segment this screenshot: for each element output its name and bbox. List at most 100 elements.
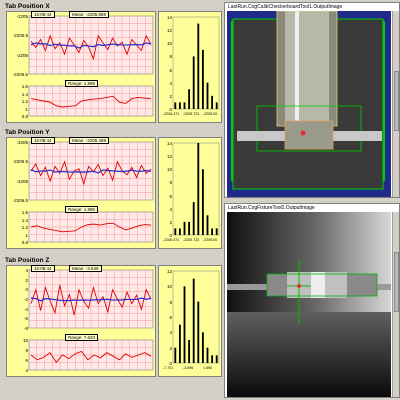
histogram-y-tick-label: 12 (166, 28, 172, 34)
trend-y-tick-label: 4 (25, 268, 28, 273)
histogram-bar (183, 286, 186, 363)
timestamp-label: 16:08:44 (31, 11, 55, 18)
histogram-x-tick-label: -2206.471 (163, 112, 180, 116)
histogram-y-tick-label: 0 (169, 233, 172, 238)
trend-y-tick-label: -6 (23, 316, 28, 322)
trend-chart-panel: -2205 -2205.5 -2206 -2206.5 1.6 1.4 1.2 1 0.8 16:… (6, 11, 156, 123)
trend-y-tick-label: -2 (23, 297, 28, 302)
range-y-tick-label: 1 (25, 106, 28, 112)
histogram-y-tick-label: 10 (166, 284, 172, 290)
range-series-line (30, 222, 152, 233)
histogram-plot-area (172, 270, 220, 364)
range-label: Range: 1.895 (65, 206, 99, 213)
trend-y-tick-label: -2206 (16, 178, 28, 184)
moving-average-line (30, 297, 152, 302)
vertical-scrollbar[interactable] (392, 212, 399, 397)
range-y-tick-label: 1.2 (21, 99, 28, 104)
trend-y-tick-label: -2206.5 (12, 72, 28, 77)
trend-y-tick-label: 0 (25, 287, 28, 293)
measurement-series-line (30, 285, 152, 316)
histogram-svg (172, 270, 220, 364)
histogram-bar (201, 49, 204, 109)
measurement-series-line (30, 34, 152, 61)
range-y-tick-label: 1.4 (21, 217, 28, 223)
histogram-x-tick-label: -7.701 (163, 366, 174, 370)
histogram-bar (192, 56, 195, 109)
fixture-image-window[interactable]: LastRun.CogFixtureTool2.OutputImage (224, 203, 400, 398)
histogram-y-tick-label: 2 (169, 93, 172, 99)
histogram-y-tick-label: 2 (169, 345, 172, 351)
measurement-series-line (30, 160, 152, 186)
histogram-x-tick-label: -2206.471 (163, 238, 180, 242)
histogram-y-tick-label: 6 (169, 193, 172, 199)
histogram-bar (211, 355, 214, 363)
range-y-tick-label: 1 (25, 232, 28, 238)
histogram-bar (215, 355, 218, 363)
histogram-bar (201, 169, 204, 235)
histogram-bar (183, 102, 186, 109)
histogram-svg (172, 142, 220, 236)
mean-label: Mean: -2205.489 (69, 137, 110, 144)
vertical-scrollbar[interactable] (392, 11, 399, 197)
mean-label: Mean: -2205.859 (69, 11, 110, 18)
fixture-image-view[interactable] (227, 212, 391, 397)
histogram-y-tick-label: 12 (166, 269, 172, 274)
image-window-title: LastRun.CogCalibCheckerboardTool1.Output… (228, 4, 343, 10)
tab-position-z-group: Tab Position Z 4 2 0 -2 -4 -6 -8 10 8 6 4 16:08:44 M… (2, 256, 222, 377)
trend-chart-panel: -2205 -2205.5 -2206 -2206.5 1.6 1.4 1.2 1 0.8 16:… (6, 137, 156, 249)
range-y-tick-label: 6 (25, 358, 28, 363)
trend-chart-svg (28, 141, 154, 243)
trend-y-tick-label: 2 (25, 277, 28, 283)
histogram-y-tick-label: 6 (169, 315, 172, 320)
histogram-bar (206, 82, 209, 109)
image-window-title: LastRun.CogFixtureTool2.OutputImage (228, 205, 315, 211)
histogram-bar (206, 347, 209, 363)
scrollbar-thumb[interactable] (394, 252, 399, 312)
histogram-y-tick-label: 0 (169, 361, 172, 366)
histogram-plot-area (172, 16, 220, 110)
histogram-y-tick-label: 0 (169, 107, 172, 112)
histogram-bar (201, 332, 204, 363)
histogram-x-tick-label: -2205.723 (183, 238, 200, 242)
histogram-x-tick-label: 1.595 (203, 366, 212, 370)
histogram-y-tick-label: 10 (166, 167, 172, 173)
scrollbar-thumb[interactable] (394, 71, 399, 131)
histogram-bar (174, 228, 177, 235)
histogram-bar (188, 340, 191, 363)
histogram-bar (174, 347, 177, 363)
calibration-image (227, 11, 391, 197)
trend-chart-svg (28, 269, 154, 371)
histogram-y-tick-label: 4 (169, 330, 172, 336)
trend-chart-panel: 4 2 0 -2 -4 -6 -8 10 8 6 4 16:08:44 Mean: -3.649 Rang… (6, 265, 156, 377)
histogram-bar (192, 278, 195, 363)
range-series-line (30, 350, 152, 363)
range-y-tick-label: 1.6 (21, 210, 28, 215)
trend-chart-svg (28, 15, 154, 117)
range-y-tick-label: 1.2 (21, 225, 28, 230)
histogram-bar (206, 215, 209, 235)
histogram-svg (172, 16, 220, 110)
histogram-bar (211, 95, 214, 109)
trend-y-tick-label: -2206 (16, 52, 28, 58)
histogram-y-tick-label: 8 (169, 54, 172, 60)
histogram-bar (188, 89, 191, 109)
trend-y-tick-label: -2205.5 (12, 159, 28, 165)
histogram-bar (188, 221, 191, 235)
range-label: Range: 7.633 (65, 334, 99, 341)
range-y-tick-label: 8 (25, 348, 28, 353)
histogram-panel: 14 12 10 8 6 4 2 0 -2206.471 -2205.723 -2205.00 (158, 11, 222, 123)
trend-y-tick-label: -4 (23, 306, 28, 312)
histogram-y-tick-label: 4 (169, 206, 172, 212)
trend-y-tick-label: -2206.5 (12, 198, 28, 203)
range-y-tick-label: 0.8 (21, 240, 28, 245)
histogram-x-tick-label: -2205.723 (183, 112, 200, 116)
histogram-y-tick-label: 14 (166, 15, 172, 20)
range-y-tick-label: 10 (22, 338, 28, 343)
calibration-image-view[interactable] (227, 11, 391, 197)
histogram-bar (178, 228, 181, 235)
trend-y-tick-label: -8 (23, 326, 28, 331)
histogram-y-tick-label: 12 (166, 154, 172, 160)
histogram-bar (174, 102, 177, 109)
calibration-image-window[interactable]: LastRun.CogCalibCheckerboardTool1.Output… (224, 2, 400, 198)
